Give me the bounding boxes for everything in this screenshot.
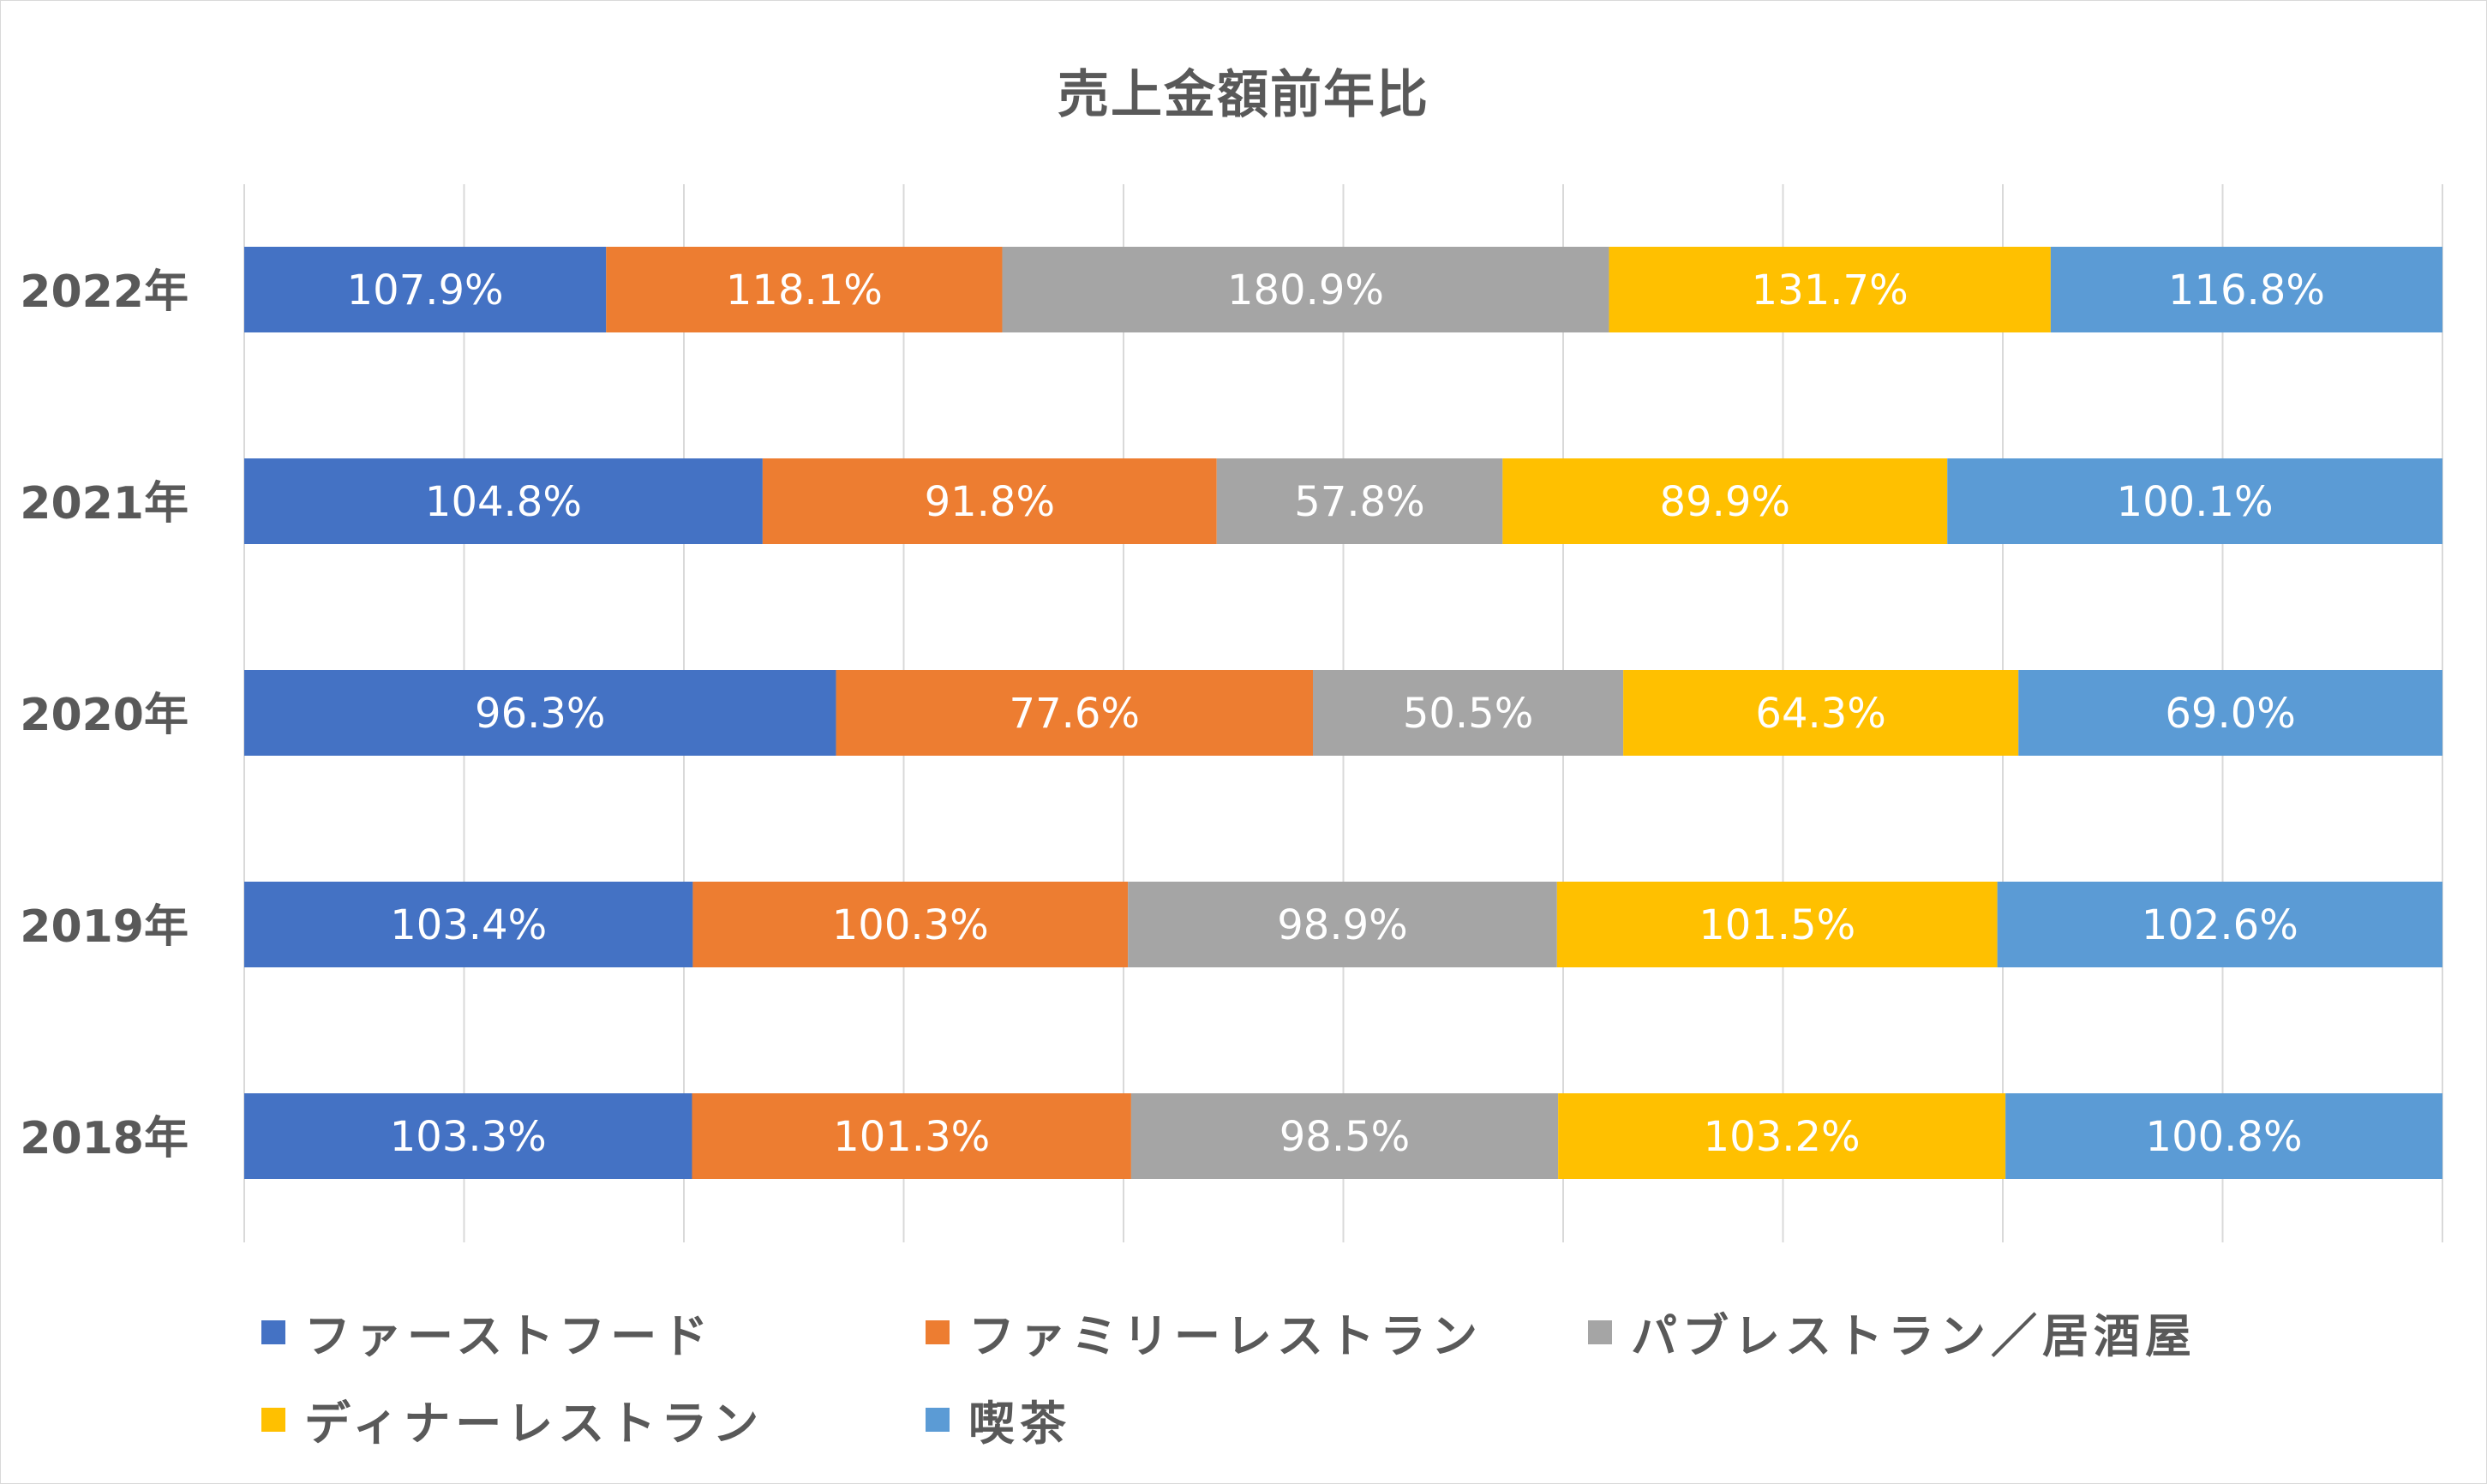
legend-label: 喫茶	[968, 1397, 1071, 1451]
legend-swatch	[926, 1319, 950, 1344]
chart-title: 売上金額前年比	[1058, 65, 1429, 125]
bar-segment	[692, 1093, 1131, 1179]
data-label: 57.8%	[1294, 478, 1424, 526]
legend-entry: ディナーレストラン	[261, 1385, 764, 1453]
data-label: 118.1%	[726, 266, 883, 314]
data-label: 103.4%	[390, 901, 547, 949]
bar-segment	[2050, 247, 2442, 332]
data-label: 77.6%	[1010, 690, 1140, 738]
bar-segment	[1313, 670, 1624, 756]
bar-segment	[692, 882, 1129, 967]
data-label: 89.9%	[1660, 478, 1790, 526]
data-label: 64.3%	[1755, 690, 1885, 738]
legend-label: ディナーレストラン	[304, 1397, 764, 1451]
legend-label: ファミリーレストラン	[968, 1309, 1483, 1363]
category-label: 2019年	[20, 901, 189, 953]
bar-segment	[244, 458, 763, 544]
legend-swatch	[261, 1319, 285, 1344]
data-label: 98.9%	[1277, 901, 1407, 949]
bar-segment	[1947, 458, 2442, 544]
data-label: 96.3%	[475, 690, 605, 738]
data-label: 131.7%	[1752, 266, 1909, 314]
legend-swatch	[261, 1407, 285, 1432]
bar-segment	[1623, 670, 2019, 756]
data-label: 103.2%	[1704, 1113, 1861, 1161]
data-label: 104.8%	[425, 478, 582, 526]
legend-swatch	[1588, 1319, 1612, 1344]
legend-entry: パブレストラン／居酒屋	[1588, 1298, 2196, 1366]
data-label: 116.8%	[2168, 266, 2325, 314]
bar-segment	[244, 882, 693, 967]
legend-entry: 喫茶	[926, 1385, 1071, 1453]
legend-label: パブレストラン／居酒屋	[1631, 1309, 2196, 1363]
bar-segment	[606, 247, 1003, 332]
legend-label: ファーストフード	[304, 1309, 714, 1363]
category-label: 2018年	[20, 1113, 189, 1164]
bar-segment	[2005, 1093, 2442, 1179]
data-label: 100.1%	[2117, 478, 2274, 526]
data-label: 102.6%	[2142, 901, 2298, 949]
bar-segment	[1502, 458, 1948, 544]
data-label: 91.8%	[925, 478, 1055, 526]
bar-segment	[1609, 247, 2051, 332]
bar-segment	[762, 458, 1217, 544]
bar-segment	[1558, 1093, 2006, 1179]
category-label: 2022年	[20, 266, 189, 318]
bar-segment	[244, 670, 836, 756]
bar-segment	[1216, 458, 1503, 544]
data-label: 103.3%	[390, 1113, 547, 1161]
bar-segment	[1130, 1093, 1559, 1179]
bar-segment	[836, 670, 1314, 756]
legend-swatch	[926, 1407, 950, 1432]
data-label: 100.3%	[832, 901, 989, 949]
bar-segment	[244, 247, 607, 332]
data-label: 101.5%	[1699, 901, 1855, 949]
category-label: 2021年	[20, 478, 189, 530]
bar-segment	[1997, 882, 2442, 967]
legend-entry: ファミリーレストラン	[926, 1298, 1483, 1366]
bar-segment	[1556, 882, 1998, 967]
legend-entry: ファーストフード	[261, 1298, 713, 1366]
data-label: 101.3%	[833, 1113, 990, 1161]
category-label: 2020年	[20, 690, 189, 741]
data-label: 98.5%	[1279, 1113, 1410, 1161]
data-label: 100.8%	[2146, 1113, 2303, 1161]
bar-segment	[1002, 247, 1609, 332]
data-label: 69.0%	[2165, 690, 2295, 738]
bar-segment	[1128, 882, 1557, 967]
bar-segment	[2018, 670, 2442, 756]
bar-segment	[244, 1093, 692, 1179]
data-label: 107.9%	[347, 266, 504, 314]
data-label: 180.9%	[1227, 266, 1384, 314]
data-label: 50.5%	[1403, 690, 1533, 738]
